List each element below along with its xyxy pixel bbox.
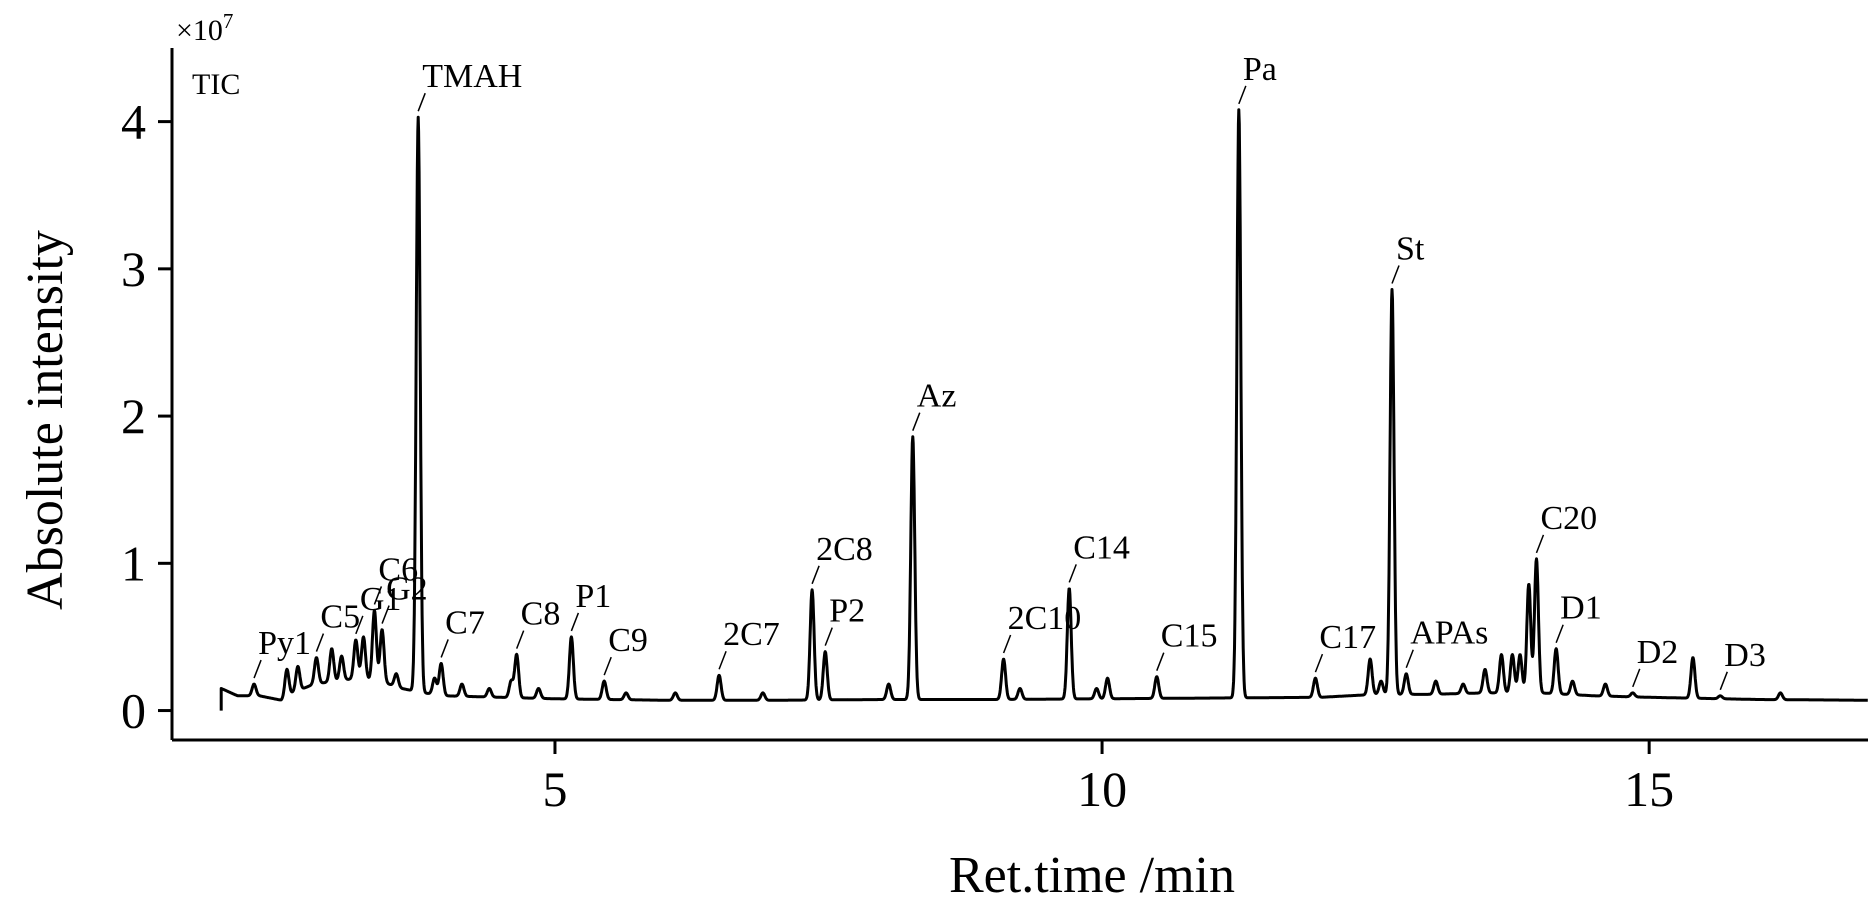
peak-label: 2C8 [816, 531, 873, 568]
peak-leader [570, 612, 580, 632]
peak-leader [1632, 668, 1641, 688]
peak-leader [373, 586, 383, 605]
peak-label: C17 [1319, 619, 1376, 656]
peak-label: St [1396, 230, 1425, 267]
peak-leader [315, 633, 325, 652]
peak-leader [1156, 652, 1165, 671]
peak-label: G2 [386, 571, 428, 608]
x-tick-label: 10 [1077, 761, 1127, 817]
peak-leader [381, 605, 390, 624]
peak-label: C6 [378, 551, 418, 588]
peak-label: P2 [829, 593, 865, 630]
y-multiplier: ×107 [176, 9, 233, 47]
y-multiplier-exponent: 7 [223, 9, 234, 33]
y-tick-label: 2 [121, 388, 146, 444]
peak-leader [1719, 671, 1728, 691]
peak-label: 2C7 [723, 616, 780, 653]
y-tick-label: 1 [121, 535, 146, 591]
peak-label: 2C10 [1008, 600, 1082, 637]
peak-label: C14 [1073, 529, 1130, 566]
peak-label: D3 [1724, 637, 1766, 674]
x-tick-label: 5 [542, 761, 567, 817]
peak-leader [811, 565, 820, 585]
peak-leader [1405, 649, 1414, 669]
peak-label: APAs [1410, 615, 1488, 652]
peak-leader [824, 627, 833, 646]
peak-leader [912, 412, 921, 431]
peak-label: P1 [575, 578, 611, 615]
peak-leader [355, 615, 364, 635]
peak-label: Az [917, 378, 957, 415]
peak-label: D1 [1560, 590, 1602, 627]
peak-leader [718, 650, 727, 670]
peak-leader [1535, 534, 1545, 554]
y-tick-label: 0 [121, 683, 146, 739]
peak-leader [1238, 85, 1247, 105]
peak-leader [603, 656, 612, 676]
peak-leader [417, 92, 426, 112]
trace-label: TIC [192, 68, 240, 101]
peak-label: C8 [521, 596, 561, 633]
peak-leader [1391, 265, 1400, 284]
peak-label: C5 [320, 599, 360, 636]
peak-leader [1068, 564, 1077, 583]
y-axis-title: Absolute intensity [17, 230, 74, 610]
peak-label: Py1 [258, 625, 311, 662]
peak-leader [1314, 653, 1324, 673]
peak-leader [1555, 624, 1564, 643]
axes: 0 1 2 3 4 5 10 15 [121, 48, 1868, 817]
peak-label: TMAH [422, 58, 522, 95]
peak-leader [253, 659, 262, 679]
peak-label: C15 [1161, 618, 1218, 655]
x-axis-title: Ret.time /min [949, 847, 1235, 904]
tic-trace [219, 108, 1869, 711]
peak-label: C20 [1540, 500, 1597, 537]
peak-label: Pa [1243, 51, 1277, 88]
y-tick-label: 4 [121, 94, 146, 150]
peak-leader [1002, 634, 1012, 654]
peak-label: D2 [1637, 634, 1679, 671]
x-tick-label: 15 [1624, 761, 1674, 817]
peak-label: C7 [445, 604, 485, 641]
peak-leader [515, 630, 525, 649]
y-tick-label: 3 [121, 241, 146, 297]
peak-leader [440, 639, 449, 658]
peak-label: C9 [608, 622, 648, 659]
